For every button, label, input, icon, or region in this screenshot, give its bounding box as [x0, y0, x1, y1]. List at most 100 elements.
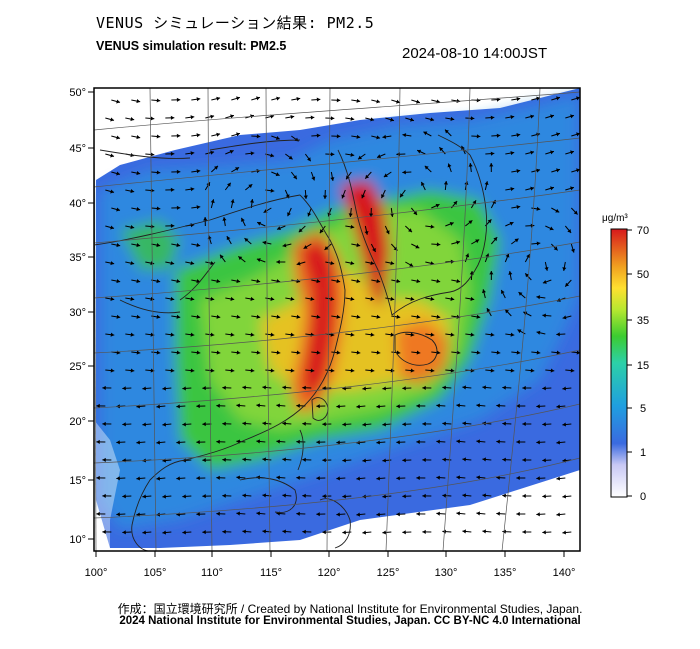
- wind-arrowhead: [390, 261, 395, 266]
- wind-arrowhead: [342, 458, 346, 463]
- wind-arrowhead: [256, 258, 261, 263]
- wind-arrowhead: [203, 217, 208, 221]
- wind-arrowhead: [303, 195, 308, 199]
- wind-arrowhead: [311, 176, 316, 181]
- wind-arrowhead: [136, 440, 140, 445]
- wind-arrowhead: [476, 134, 481, 139]
- wind-arrowhead: [336, 314, 341, 319]
- wind-arrowhead: [210, 150, 215, 155]
- wind-arrowhead: [470, 368, 475, 373]
- wind-arrowhead: [216, 403, 220, 408]
- wind-arrowhead: [358, 155, 363, 160]
- wind-arrowhead: [362, 530, 366, 535]
- wind-arrowhead: [476, 314, 481, 319]
- wind-arrowhead: [396, 279, 401, 284]
- wind-arrowhead: [370, 261, 375, 266]
- frame-ticks: [88, 91, 565, 557]
- wind-arrowhead: [536, 168, 541, 173]
- wind-arrowhead: [496, 475, 500, 480]
- wind-arrowhead: [502, 385, 506, 390]
- wind-arrowhead: [226, 236, 231, 241]
- wind-arrowhead: [516, 97, 521, 102]
- wind-arrowhead: [336, 279, 341, 284]
- wind-arrowhead: [222, 493, 226, 498]
- wind-arrowhead: [530, 368, 535, 373]
- wind-arrowhead: [350, 224, 355, 229]
- wind-arrowhead: [576, 350, 580, 355]
- wind-arrowhead: [270, 332, 275, 337]
- wind-arrowhead: [408, 228, 412, 233]
- wind-arrowhead: [136, 135, 141, 140]
- wind-arrowhead: [322, 458, 326, 463]
- wind-arrowhead: [350, 368, 355, 373]
- wind-arrowhead: [516, 133, 521, 138]
- wind-arrowhead: [350, 332, 355, 337]
- wind-arrowhead: [509, 221, 514, 226]
- wind-arrowhead: [550, 186, 554, 191]
- wind-arrowhead: [482, 493, 486, 498]
- wind-arrowhead: [496, 403, 500, 408]
- license-line: 2024 National Institute for Environmenta…: [119, 615, 581, 627]
- wind-arrowhead: [510, 151, 515, 156]
- wind-arrowhead: [342, 494, 346, 499]
- wind-arrowhead: [282, 243, 287, 248]
- wind-arrowhead: [356, 350, 361, 355]
- wind-arrowhead: [116, 476, 120, 481]
- wind-arrowhead: [370, 117, 375, 122]
- wind-arrowhead: [236, 475, 240, 480]
- wind-arrowhead: [468, 163, 473, 167]
- wind-arrowhead: [288, 155, 293, 160]
- wind-arrowhead: [235, 167, 240, 171]
- wind-arrowhead: [190, 115, 195, 120]
- wind-arrowhead: [296, 314, 301, 319]
- wind-arrowhead: [522, 493, 526, 499]
- wind-arrowhead: [210, 332, 215, 337]
- wind-arrowhead: [176, 404, 180, 409]
- wind-arrowhead: [424, 165, 429, 170]
- lat-label: 35°: [69, 252, 86, 264]
- wind-arrowhead: [476, 98, 481, 103]
- wind-arrowhead: [316, 476, 320, 481]
- wind-arrowhead: [402, 170, 406, 175]
- wind-arrowhead: [492, 200, 496, 205]
- wind-arrowhead: [422, 493, 426, 499]
- wind-arrowhead: [556, 350, 561, 355]
- wind-arrowhead: [542, 386, 546, 391]
- wind-arrowhead: [102, 457, 106, 463]
- wind-arrowhead: [336, 512, 340, 517]
- wind-arrowhead: [236, 511, 240, 516]
- wind-arrowhead: [422, 421, 426, 427]
- wind-arrowhead: [573, 210, 578, 215]
- wind-arrowhead: [150, 368, 155, 373]
- wind-vector-field: [96, 96, 580, 535]
- wind-arrowhead: [256, 350, 261, 355]
- wind-arrowhead: [430, 261, 435, 266]
- wind-arrowhead: [176, 205, 181, 210]
- wind-arrowhead: [423, 131, 428, 136]
- wind-arrowhead: [502, 457, 506, 462]
- wind-arrowhead: [130, 189, 135, 194]
- wind-arrowhead: [436, 279, 441, 284]
- wind-arrowhead: [522, 457, 526, 463]
- wind-arrowhead: [490, 115, 495, 120]
- wind-arrowhead: [516, 350, 521, 355]
- wind-arrowhead: [496, 511, 500, 516]
- wind-arrowhead: [550, 114, 554, 119]
- wind-arrowhead: [122, 494, 126, 499]
- wind-arrowhead: [436, 350, 441, 355]
- wind-arrowhead: [196, 97, 201, 102]
- wind-arrowhead: [282, 529, 286, 534]
- wind-arrowhead: [302, 385, 306, 390]
- wind-arrowhead: [510, 368, 515, 373]
- wind-arrowhead: [257, 221, 262, 226]
- wind-arrowhead: [222, 457, 226, 462]
- lon-label: 115°: [260, 567, 282, 579]
- wind-arrowhead: [302, 493, 306, 498]
- lat-label: 40°: [69, 198, 86, 210]
- wind-arrowhead: [316, 350, 321, 355]
- wind-arrowhead: [390, 117, 394, 122]
- wind-arrowhead: [369, 213, 374, 217]
- wind-arrowhead: [190, 261, 195, 266]
- wind-arrowhead: [296, 439, 300, 444]
- wind-arrowhead: [270, 368, 275, 373]
